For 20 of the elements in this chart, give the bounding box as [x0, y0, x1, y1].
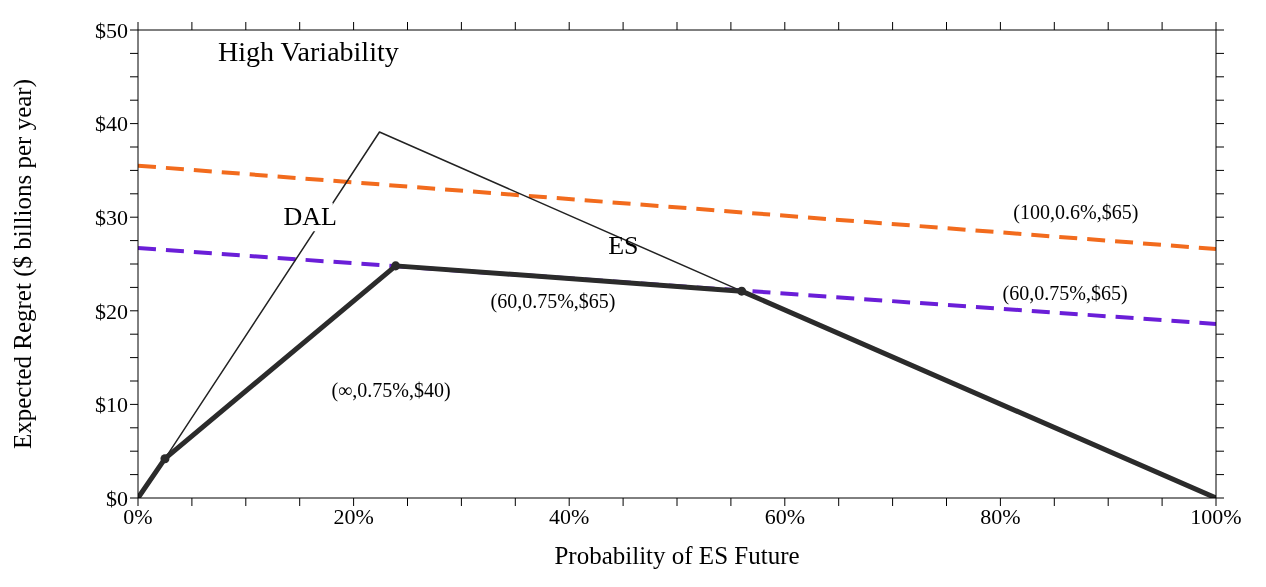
x-tick-label: 100% — [1190, 503, 1242, 529]
y-tick-label: $50 — [95, 17, 128, 43]
annotation: ES — [608, 230, 639, 260]
x-tick-label: 80% — [980, 503, 1021, 529]
x-tick-label: 60% — [764, 503, 805, 529]
y-tick-label: $10 — [95, 392, 128, 418]
y-tick-label: $30 — [95, 205, 128, 231]
annotation: DAL — [283, 202, 337, 232]
annotation: (100,0.6%,$65) — [1013, 200, 1139, 224]
x-tick-label: 20% — [333, 503, 374, 529]
y-tick-label: $40 — [95, 111, 128, 137]
x-tick-label: 40% — [549, 503, 590, 529]
x-axis-title: Probability of ES Future — [554, 542, 800, 569]
y-axis-title: Expected Regret ($ billions per year) — [8, 79, 37, 449]
y-tick-label: $0 — [106, 485, 128, 511]
annotation: (60,0.75%,$65) — [1002, 281, 1128, 305]
y-tick-label: $20 — [95, 298, 128, 324]
annotation: (60,0.75%,$65) — [490, 290, 616, 314]
annotation: (∞,0.75%,$40) — [331, 379, 451, 403]
chart-title: High Variability — [218, 36, 399, 68]
